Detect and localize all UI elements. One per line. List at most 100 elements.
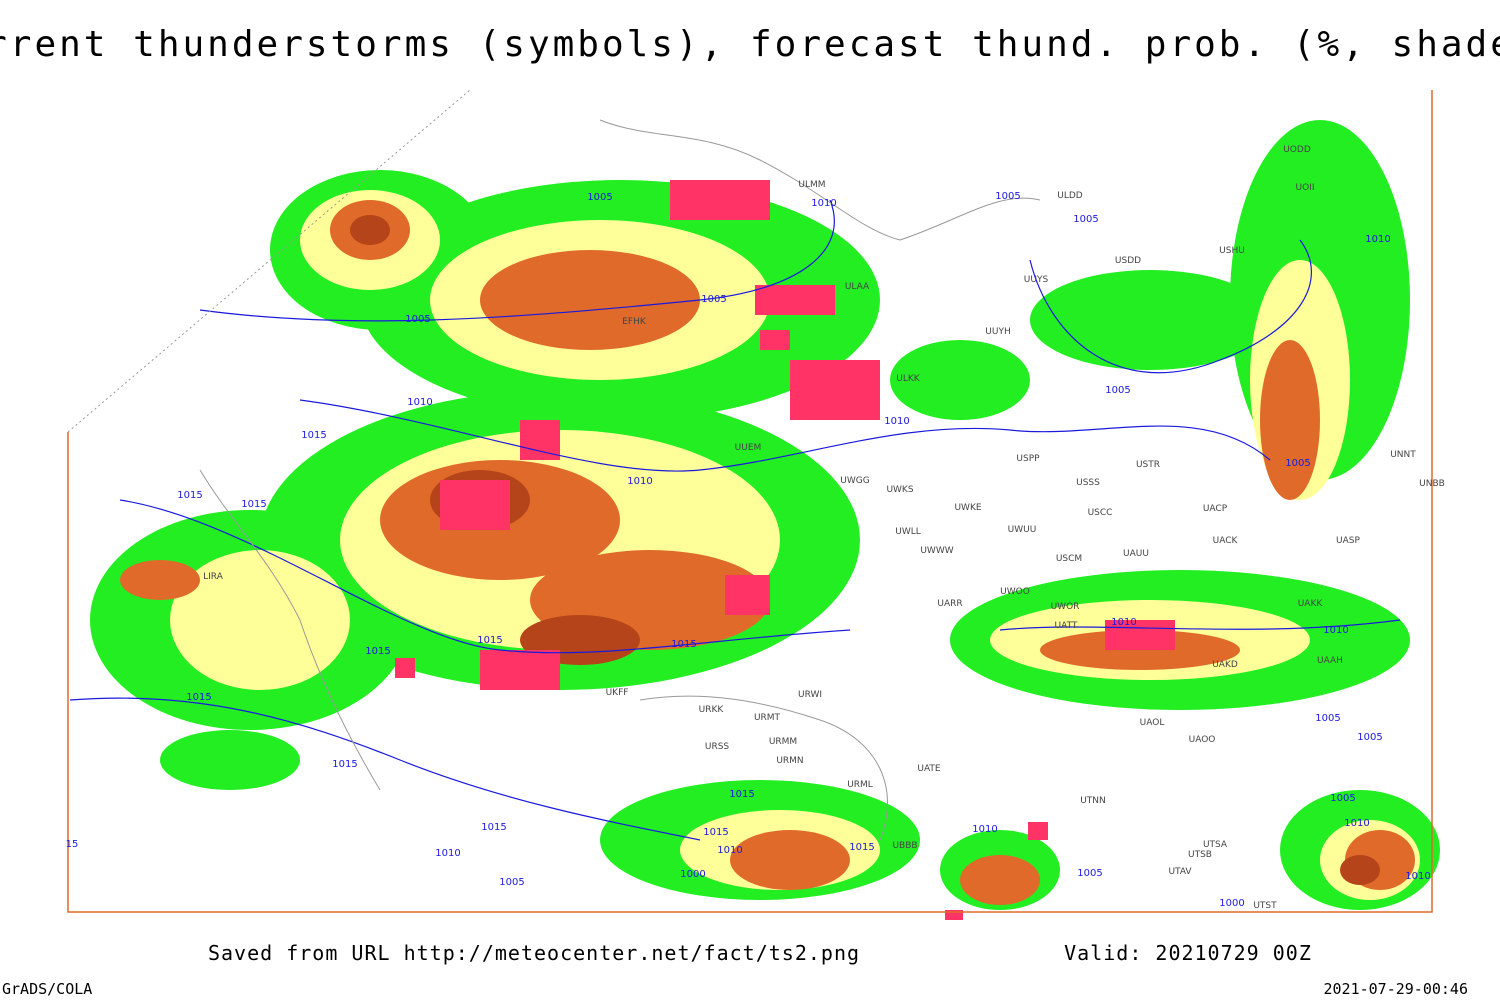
isobar-label: 1005 [1357,732,1382,743]
isobars [69,199,1401,841]
station-label: UTSB [1188,850,1212,860]
station-label: USPP [1016,454,1040,464]
station-label: UTNN [1080,796,1106,806]
isobar-label: 1005 [1105,385,1130,396]
station-label: UATT [1055,621,1078,631]
station-label: UWUU [1008,525,1037,535]
isobar-label: 1005 [1077,868,1102,879]
isobar-label: 1010 [1111,617,1136,628]
station-label: UACK [1213,536,1239,546]
station-label: URKK [699,705,725,715]
isobar-label: 1010 [717,845,742,856]
station-label: UUEM [735,443,762,453]
station-label: USTR [1136,460,1160,470]
station-label: UBBB [892,841,917,851]
station-label: UUYS [1024,275,1049,285]
station-label: URWI [798,690,822,700]
station-label: UWWW [920,546,953,556]
station-label: USSS [1076,478,1100,488]
isobar-label: 1015 [671,639,696,650]
isobar-label: 1015 [241,499,266,510]
isobar-label: 1015 [481,822,506,833]
isobar-label: 1005 [1330,793,1355,804]
isobar-label: 1010 [1323,625,1348,636]
isobar-label: 1005 [1285,458,1310,469]
station-label: UUYH [985,327,1010,337]
map-title: Current thunderstorms (symbols), forecas… [0,24,1500,65]
coastlines [199,119,1041,841]
source-url: Saved from URL http://meteocenter.net/fa… [208,941,860,965]
isobar-label: 1010 [811,198,836,209]
isobar-label: 1010 [1365,234,1390,245]
isobar-label: 1015 [703,827,728,838]
isobar-label: 1000 [680,869,705,880]
station-label: ULMM [798,180,825,190]
station-label: UAOL [1140,718,1165,728]
isobar-label: 1010 [884,416,909,427]
isobar-label: 1010 [435,848,460,859]
station-label: UAOO [1189,735,1216,745]
station-label: UWOR [1051,602,1080,612]
isobar-label: 1015 [365,646,390,657]
isobar-label: 1005 [995,191,1020,202]
station-label: URSS [705,742,730,752]
station-label: UKFF [606,688,629,698]
isobar-label: 1005 [499,877,524,888]
station-label: UTSA [1203,840,1228,850]
isobar-label: 1015 [186,692,211,703]
software-credit: GrADS/COLA [2,980,92,998]
isobar-label: 1005 [1315,713,1340,724]
isobar-label: 1015 [301,430,326,441]
station-label: UWOO [1000,587,1030,597]
station-label: ULDD [1057,191,1083,201]
station-label: UWGG [840,476,869,486]
station-label: UTST [1253,901,1277,911]
map-area: 1005 1010 1005 1005 1010 1005 1005 1010 1015 1010… [66,89,1445,920]
timestamp: 2021-07-29-00:46 [1324,980,1469,998]
isobar-label: 1010 [972,824,997,835]
station-label: UAKK [1298,599,1324,609]
station-label: LIRA [203,572,224,582]
station-label: USCC [1088,508,1113,518]
station-label: UWLL [895,527,921,537]
station-label: UOII [1296,183,1315,193]
valid-time: Valid: 20210729 00Z [1064,941,1312,965]
isobar-label: 1010 [407,397,432,408]
isobar-label: 1010 [627,476,652,487]
station-label: USDD [1115,256,1141,266]
station-label: USHU [1219,246,1245,256]
isobar-label: 1000 [1219,898,1244,909]
station-label: UAKD [1212,660,1238,670]
station-label: URMN [776,756,803,766]
station-label: UNBB [1419,479,1445,489]
station-label: UWKE [954,503,981,513]
isobar-label: 1015 [177,490,202,501]
isobar-label: 1005 [1073,214,1098,225]
station-label: URMT [754,713,781,723]
station-label: UACP [1203,504,1228,514]
station-label: UAUU [1123,549,1149,559]
station-label: UATE [917,764,941,774]
station-label: UNNT [1390,450,1416,460]
station-label: UARR [937,599,962,609]
station-label: URMM [769,737,797,747]
isobar-label: 1015 [849,842,874,853]
isobar-label: 1015 [477,635,502,646]
station-label: UAAH [1317,656,1343,666]
isobar-label: 1005 [405,314,430,325]
isobar-label: 15 [66,839,79,850]
station-label: USCM [1056,554,1082,564]
station-label: ULKK [896,374,921,384]
isobar-label: 1005 [701,294,726,305]
isobar-label: 1010 [1405,871,1430,882]
station-label: UASP [1336,536,1360,546]
station-label: ULAA [845,282,870,292]
station-label: EFHK [622,317,647,327]
station-label: UODD [1283,145,1311,155]
isobar-label: 1015 [729,789,754,800]
station-label: URML [847,780,873,790]
isobar-label: 1010 [1344,818,1369,829]
isobar-label: 1015 [332,759,357,770]
station-label: UTAV [1168,867,1192,877]
